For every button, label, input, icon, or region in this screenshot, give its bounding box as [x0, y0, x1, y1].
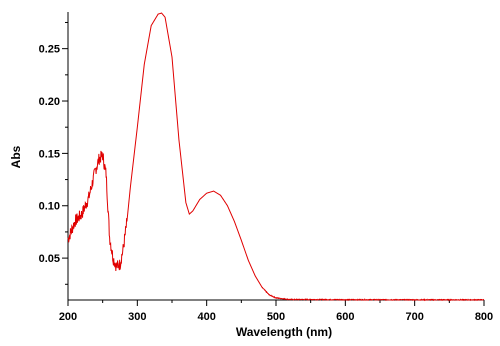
x-axis-label: Wavelength (nm): [236, 325, 332, 339]
x-tick-label: 300: [128, 311, 146, 323]
y-tick-label: 0.10: [39, 201, 60, 213]
y-tick-label: 0.25: [39, 44, 60, 56]
series-line-0: [68, 13, 484, 300]
x-tick-label: 800: [475, 311, 493, 323]
x-tick-label: 600: [336, 311, 354, 323]
x-tick-label: 200: [59, 311, 77, 323]
y-tick-label: 0.15: [39, 148, 60, 160]
y-tick-label: 0.05: [39, 253, 60, 265]
axes: [68, 12, 484, 300]
x-tick-label: 500: [267, 311, 285, 323]
y-axis-label: Abs: [9, 145, 23, 168]
y-tick-label: 0.20: [39, 96, 60, 108]
ticks: 200 300 400 500 600 700 800 0.05 0.10 0.15 0.20 0.2…: [39, 22, 494, 323]
x-tick-label: 700: [405, 311, 423, 323]
x-tick-label: 400: [197, 311, 215, 323]
plot-area: [68, 13, 484, 300]
